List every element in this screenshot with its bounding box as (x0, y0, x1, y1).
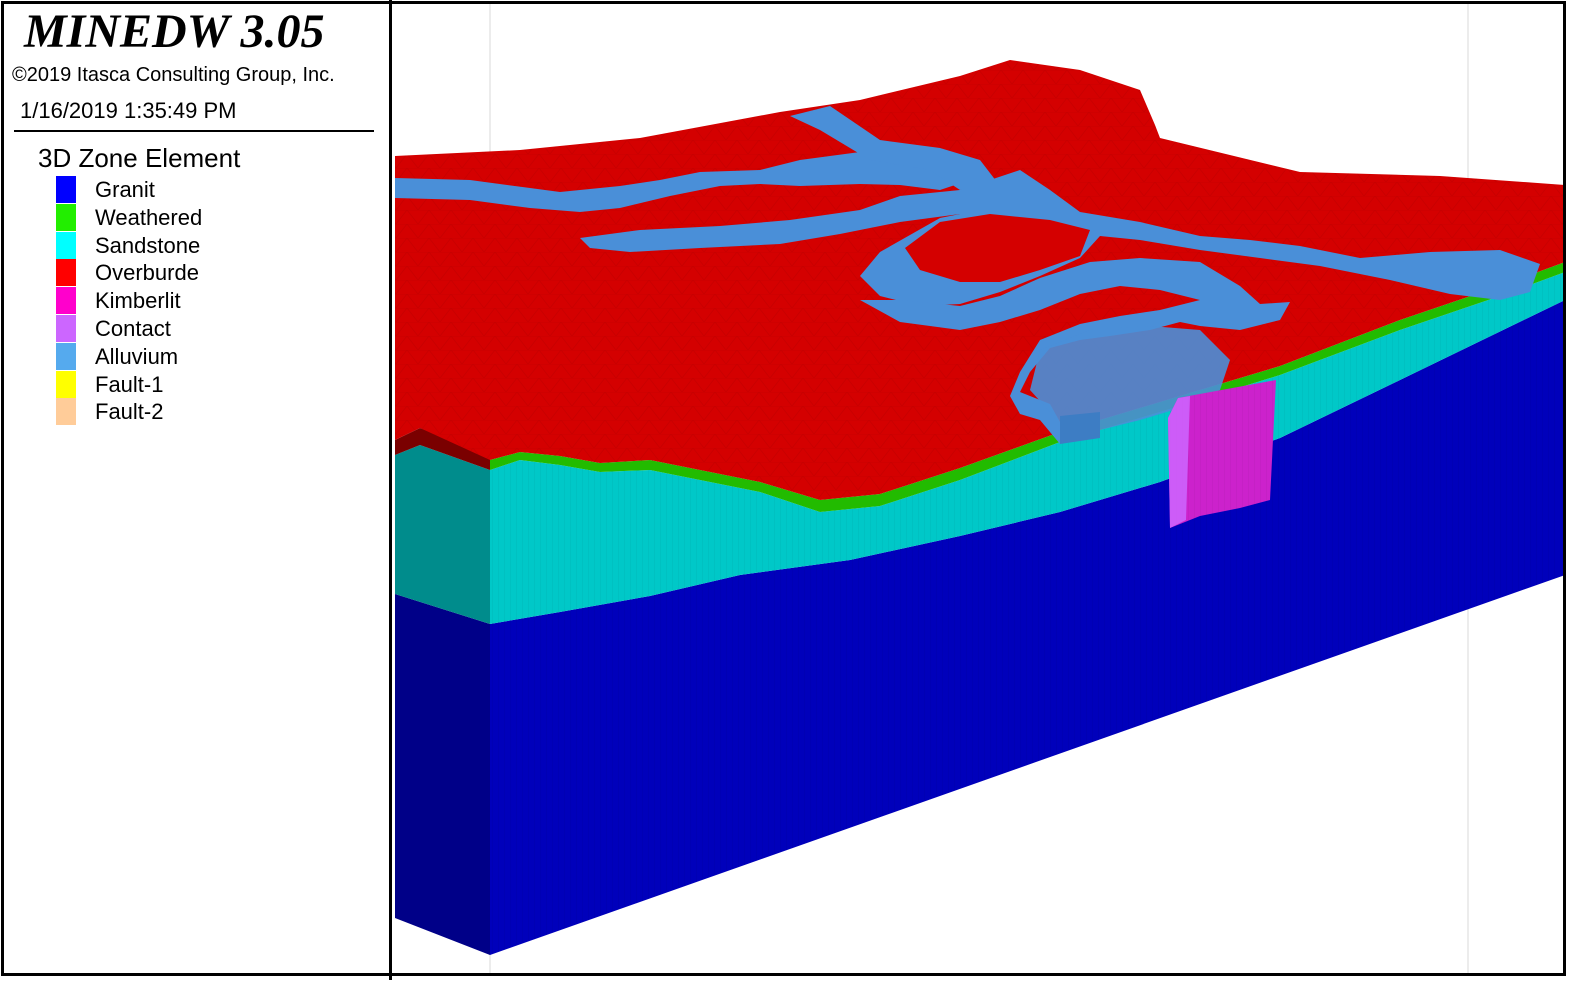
legend-title: 3D Zone Element (38, 143, 241, 173)
kimberlit-pipe-mesh (1168, 380, 1276, 528)
model-viewport[interactable] (395, 4, 1563, 974)
sandstone-side-face (395, 445, 490, 624)
copyright-text: ©2019 Itasca Consulting Group, Inc. (12, 64, 335, 86)
alluvium-channel-north (790, 106, 1000, 190)
overburden-side-face (395, 428, 490, 470)
legend-swatch (56, 259, 76, 287)
legend-swatch (56, 398, 76, 426)
alluvium-side-wall (1060, 412, 1100, 444)
legend-panel: MINEDW 3.05 ©2019 Itasca Consulting Grou… (0, 0, 392, 980)
alluvium-channel-west (395, 148, 970, 212)
alluvium-channel-south (860, 258, 1290, 444)
divider (14, 130, 374, 132)
legend-swatch (56, 176, 76, 203)
legend-label: Contact (95, 315, 171, 341)
3d-model-view[interactable] (395, 4, 1563, 974)
legend-label: Weathered (95, 204, 203, 230)
legend-label: Sandstone (95, 232, 201, 258)
granit-front-mesh (490, 300, 1563, 955)
legend-swatch (56, 203, 76, 231)
alluvium-island-hole (905, 214, 1090, 282)
legend-label: Fault-1 (95, 371, 164, 397)
legend-swatch (56, 287, 76, 315)
timestamp: 1/16/2019 1:35:49 PM (20, 98, 237, 123)
legend-label: Alluvium (95, 343, 179, 369)
legend-label: Granit (95, 177, 155, 202)
legend-label: Kimberlit (95, 288, 181, 314)
app-title: MINEDW 3.05 (24, 5, 325, 58)
legend-swatch (56, 370, 76, 398)
legend-label: Fault-2 (95, 399, 164, 425)
granit-side-face (395, 594, 490, 955)
legend-swatch (56, 231, 76, 259)
legend-label: Overburde (95, 260, 199, 286)
sandstone-front-mesh (490, 272, 1563, 624)
alluvium-pit-depression (1030, 326, 1230, 440)
legend-swatch (56, 342, 76, 370)
contact-zone (1168, 396, 1190, 528)
legend-swatch (56, 314, 76, 342)
